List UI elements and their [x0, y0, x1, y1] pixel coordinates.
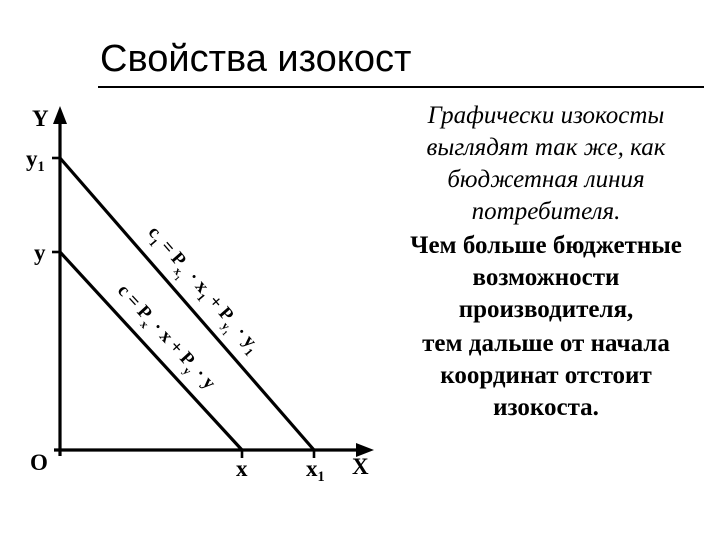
svg-text:y: y [34, 240, 46, 265]
title-underline [98, 86, 704, 88]
svg-text:x1: x1 [306, 456, 325, 485]
description-block: Графически изокосты выглядят так же, как… [390, 100, 702, 426]
svg-text:Y: Y [32, 106, 49, 131]
description-p1: Графически изокосты выглядят так же, как… [390, 100, 702, 228]
svg-text:y1: y1 [26, 146, 45, 175]
svg-text:x: x [236, 456, 248, 481]
description-p2: Чем больше бюджетные возможности произво… [390, 230, 702, 326]
slide-title: Свойства изокост [100, 38, 411, 81]
svg-text:X: X [352, 454, 369, 479]
isocost-graph: OYXyy1xx1 c1 = Px1 · x1 + Py1 · y1 c = P… [12, 98, 382, 498]
svg-text:O: O [30, 450, 48, 475]
description-p3: тем дальше от начала координат отстоит и… [390, 328, 702, 424]
